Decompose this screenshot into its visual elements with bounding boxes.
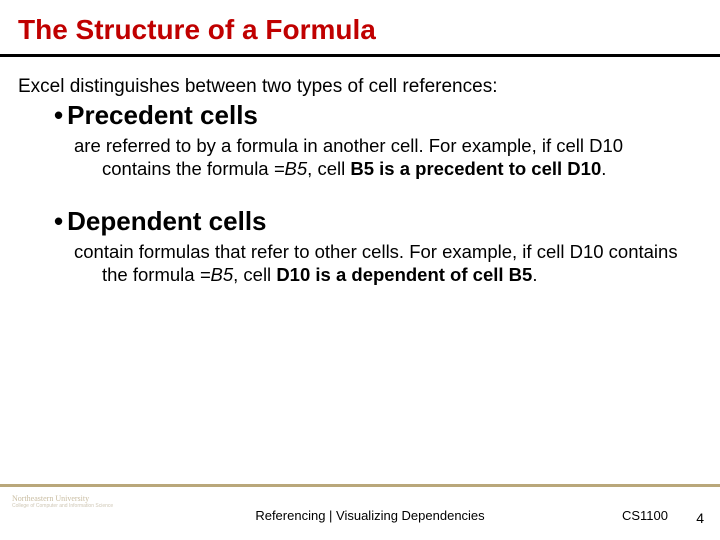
- university-logo: Northeastern University College of Compu…: [12, 494, 113, 509]
- bullet-marker: •: [54, 100, 63, 131]
- desc-text: contain formulas that refer to other cel…: [74, 240, 690, 286]
- slide-title: The Structure of a Formula: [18, 14, 376, 46]
- logo-line2: College of Computer and Information Scie…: [12, 503, 113, 509]
- desc-text: are referred to by a formula in another …: [74, 134, 690, 180]
- bullet-precedent: • Precedent cells: [54, 100, 258, 131]
- footer-course-code: CS1100: [598, 508, 668, 523]
- bullet-marker: •: [54, 206, 63, 237]
- footer-page-number: 4: [684, 510, 704, 526]
- bullet-label: Precedent cells: [67, 100, 258, 131]
- precedent-description: are referred to by a formula in another …: [74, 134, 690, 180]
- dependent-description: contain formulas that refer to other cel…: [74, 240, 690, 286]
- footer-divider: [0, 484, 720, 487]
- intro-text: Excel distinguishes between two types of…: [18, 76, 497, 98]
- logo-line1: Northeastern University: [12, 494, 113, 503]
- title-underline: [0, 54, 720, 57]
- bullet-dependent: • Dependent cells: [54, 206, 267, 237]
- slide: The Structure of a Formula Excel disting…: [0, 0, 720, 540]
- footer-center-text: Referencing | Visualizing Dependencies: [230, 508, 510, 523]
- bullet-label: Dependent cells: [67, 206, 266, 237]
